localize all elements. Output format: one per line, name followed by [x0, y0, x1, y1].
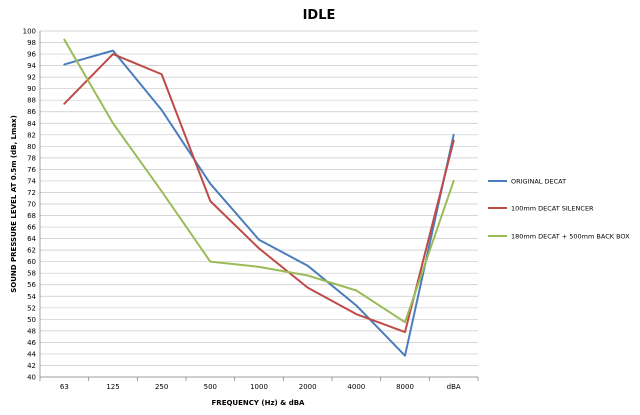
x-tick-label-500: 500 — [204, 383, 217, 391]
y-tick-label: 60 — [27, 258, 36, 266]
y-tick-label: 48 — [27, 327, 36, 335]
y-tick-label: 98 — [27, 39, 36, 47]
series-line-3 — [63, 38, 455, 324]
y-tick-label: 64 — [27, 235, 36, 243]
y-axis-title: SOUND PRESSURE LEVEL AT 0.5m (dB, Lmax) — [10, 115, 18, 293]
y-tick-label: 90 — [27, 85, 36, 93]
y-tick-label: 96 — [27, 51, 36, 59]
y-tick-label: 62 — [27, 247, 36, 255]
gridlines — [40, 30, 478, 378]
axes — [39, 31, 479, 381]
chart-title: IDLE — [303, 8, 336, 23]
series-line-2 — [63, 53, 455, 334]
x-tick-label-125: 125 — [106, 383, 119, 391]
y-tick-labels: 40 42 44 46 48 50 52 54 56 58 60 62 64 66 68 70 72 74 76 78… — [23, 28, 37, 382]
x-tick-label-63: 63 — [60, 383, 69, 391]
y-tick-label: 68 — [27, 212, 36, 220]
x-axis-title: FREQUENCY (Hz) & dBA — [212, 399, 306, 407]
y-tick-label: 50 — [27, 316, 36, 324]
legend-label-2: 100mm DECAT SILENCER — [511, 205, 594, 213]
y-tick-label: 72 — [27, 189, 36, 197]
x-tick-label-2000: 2000 — [299, 383, 317, 391]
y-tick-label: 92 — [27, 74, 36, 82]
y-tick-label: 76 — [27, 166, 36, 174]
y-tick-label: 80 — [27, 143, 36, 151]
y-tick-label: 46 — [27, 339, 36, 347]
y-tick-label: 84 — [27, 120, 36, 128]
y-tick-label: 44 — [27, 350, 36, 358]
y-tick-label: 56 — [27, 281, 36, 289]
x-tick-label-250: 250 — [155, 383, 168, 391]
y-tick-label: 86 — [27, 108, 36, 116]
y-tick-label: 54 — [27, 293, 36, 301]
y-tick-label: 88 — [27, 97, 36, 105]
y-tick-label: 100 — [23, 28, 36, 36]
y-tick-label: 78 — [27, 154, 36, 162]
y-tick-label: 40 — [27, 374, 36, 382]
x-tick-label-8000: 8000 — [396, 383, 414, 391]
legend-label-1: ORIGINAL DECAT — [511, 178, 566, 186]
y-tick-label: 70 — [27, 201, 36, 209]
legend-label-3: 180mm DECAT + 500mm BACK BOX — [511, 233, 630, 241]
x-tick-label-4000: 4000 — [347, 383, 365, 391]
legend: ORIGINAL DECAT 100mm DECAT SILENCER 180mm … — [488, 178, 630, 241]
y-tick-label: 66 — [27, 224, 36, 232]
y-tick-label: 94 — [27, 62, 36, 70]
x-tick-label-dBA: dBA — [447, 383, 461, 391]
y-tick-label: 82 — [27, 131, 36, 139]
series-lines — [63, 38, 455, 357]
x-tick-label-1000: 1000 — [250, 383, 268, 391]
y-tick-label: 74 — [27, 177, 36, 185]
y-tick-label: 52 — [27, 304, 36, 312]
y-tick-label: 42 — [27, 362, 36, 370]
series-line-1 — [63, 49, 455, 357]
y-tick-label: 58 — [27, 270, 36, 278]
x-tick-labels: 63 125 250 500 1000 2000 4000 8000 dBA — [60, 383, 461, 391]
